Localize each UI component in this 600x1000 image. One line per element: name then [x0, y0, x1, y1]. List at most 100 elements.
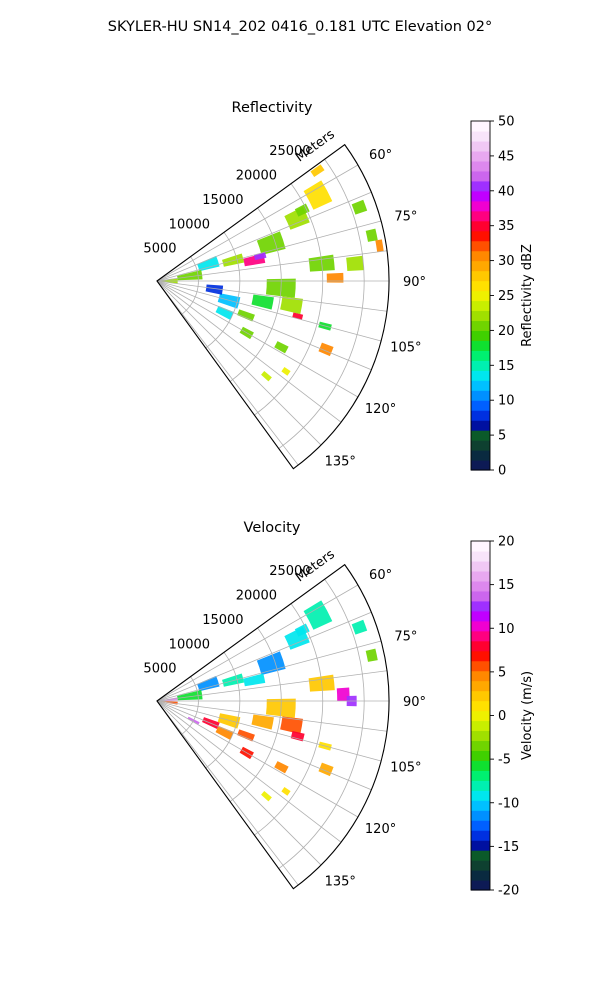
colorbar-level [471, 400, 490, 411]
range-ring [229, 207, 282, 382]
reflectivity-panel: Reflectivity 500010000150002000025000Met… [143, 100, 535, 479]
radial-tick-label: 20000 [236, 589, 277, 604]
azimuth-gridline [156, 700, 359, 818]
colorbar-tick-label: 35 [498, 219, 515, 234]
colorbar-tick-label: 15 [498, 578, 515, 593]
colorbar-level [471, 350, 490, 361]
angle-tick-label: 135° [325, 874, 356, 889]
echo-region [261, 371, 272, 382]
echo-region [251, 294, 274, 310]
colorbar-level [471, 790, 490, 801]
colorbar-level [471, 340, 490, 351]
azimuth-gridline [156, 280, 388, 312]
echo-region [261, 791, 272, 802]
sector-outline [156, 143, 390, 470]
colorbar-level [471, 240, 490, 252]
reflectivity-title: Reflectivity [232, 100, 313, 116]
colorbar-level [471, 180, 490, 192]
colorbar-tick-label: 10 [498, 622, 515, 637]
colorbar-level [471, 170, 490, 182]
colorbar-tick-label: -10 [498, 796, 519, 811]
azimuth-gridline [156, 280, 372, 371]
colorbar-level [471, 410, 490, 421]
range-ring [229, 627, 282, 802]
colorbar-level [471, 280, 490, 292]
range-ring [278, 159, 365, 449]
colorbar-level [471, 700, 490, 712]
angle-tick-label: 75° [394, 629, 417, 644]
azimuth-gridline [156, 280, 359, 398]
radial-tick-label: 10000 [169, 637, 210, 652]
colorbar-tick-label: -5 [498, 753, 511, 768]
azimuth-gridline [156, 700, 372, 791]
colorbar-level [471, 770, 490, 781]
reflectivity-colorbar: 0 5 10 15 20 25 30 35 40 45 50 Reflectivity dBZ [470, 115, 535, 479]
echo-region [281, 366, 291, 376]
echo-region [303, 600, 333, 630]
colorbar-label: Velocity (m/s) [520, 671, 535, 760]
echo-region [253, 252, 267, 261]
azimuth-gridline [156, 700, 388, 732]
colorbar-level [471, 150, 490, 162]
colorbar-level [471, 740, 490, 751]
colorbar-level [471, 780, 490, 791]
colorbar-tick-label: 5 [498, 665, 506, 680]
echo-region [290, 731, 305, 742]
echo-region [256, 651, 286, 675]
echo-region [243, 673, 266, 687]
colorbar-level [471, 220, 490, 232]
colorbar-level [471, 800, 490, 811]
colorbar-level [471, 380, 490, 391]
colorbar-level [471, 260, 490, 272]
colorbar-level [471, 160, 490, 172]
colorbar-level [471, 670, 490, 682]
angle-tick-label: 105° [390, 341, 421, 356]
colorbar-level [471, 760, 490, 771]
echo-region [365, 228, 378, 242]
colorbar-level [471, 830, 490, 841]
colorbar-level [471, 250, 490, 262]
azimuth-gridline [156, 700, 322, 866]
echo-region [256, 231, 286, 255]
echo-region [318, 762, 334, 777]
colorbar-level [471, 570, 490, 582]
echo-region [237, 729, 255, 742]
range-ring [181, 256, 199, 315]
angle-tick-label: 75° [394, 209, 417, 224]
azimuth-gridline [156, 164, 359, 282]
colorbar-level [471, 680, 490, 692]
azimuth-gridline [156, 250, 388, 282]
azimuth-gridline [156, 280, 299, 466]
radial-tick-label: 15000 [202, 613, 243, 628]
colorbar-level [471, 590, 490, 602]
colorbar-tick-label: 15 [498, 359, 515, 374]
echo-region [197, 255, 220, 272]
colorbar-level [471, 550, 490, 562]
range-ring [181, 676, 199, 735]
range-ring [254, 183, 324, 416]
colorbar-level [471, 430, 490, 441]
velocity-title: Velocity [244, 520, 301, 536]
colorbar-level [471, 140, 490, 152]
colorbar-tick-label: 5 [498, 429, 506, 444]
colorbar-level [471, 370, 490, 381]
radial-tick-label: 5000 [143, 662, 176, 677]
echo-region [336, 687, 350, 701]
echo-region [375, 239, 384, 253]
colorbar-level [471, 560, 490, 572]
echo-region [294, 203, 310, 217]
colorbar-level [471, 420, 490, 431]
echo-region [274, 341, 289, 354]
echo-region [310, 164, 325, 177]
range-ring [205, 652, 241, 769]
colorbar-level [471, 440, 490, 451]
azimuth-gridline [156, 280, 382, 342]
echo-region [281, 786, 291, 796]
colorbar-level [471, 820, 490, 831]
azimuth-gridline [156, 700, 342, 843]
colorbar-level [471, 310, 490, 322]
colorbar-level [471, 360, 490, 371]
angle-tick-label: 60° [369, 148, 392, 163]
range-ring [205, 232, 241, 349]
colorbar-level [471, 580, 490, 592]
